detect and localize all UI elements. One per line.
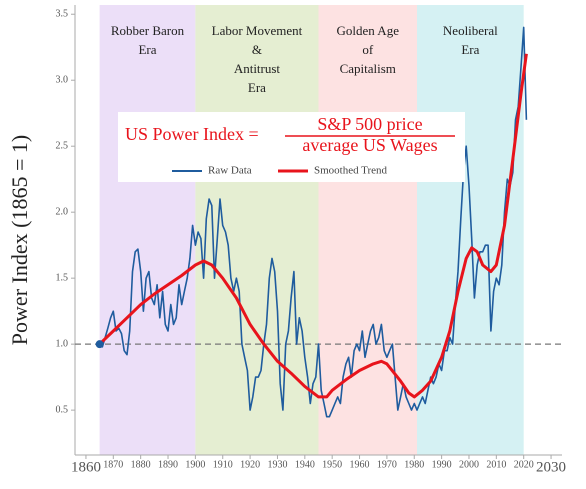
x-tick-label: 1970 [377,459,397,470]
y-tick-label: 1.5 [56,272,69,283]
era-label: Neoliberal [443,23,498,38]
x-tick-label: 1950 [322,459,342,470]
y-axis-label: Power Index (1865 = 1) [7,135,32,345]
x-tick-label: 1940 [295,459,315,470]
formula-numerator: S&P 500 price [317,114,422,134]
era-label: Capitalism [340,61,396,76]
era-label: Labor Movement [212,23,303,38]
x-tick-label: 2020 [514,459,534,470]
era-band [416,5,524,455]
plot-layer: 0.5 1.0 1.5 2.0 2.5 3.0 3.5 1860 1870 1880 1890 190… [56,5,566,475]
era-label: Era [461,42,479,57]
x-tick-label: 2000 [459,459,479,470]
series-line [98,53,528,399]
x-tick-label: 2030 [536,459,566,475]
start-point [95,340,104,349]
x-tick-label: 1920 [240,459,260,470]
legend-label: Raw Data [208,165,252,177]
x-tick-label: 1860 [71,459,101,475]
x-tick-label: 1980 [404,459,424,470]
y-tick-label: 3.5 [56,9,69,20]
era-label: Antitrust [234,61,281,76]
x-tick-label: 1910 [213,459,233,470]
x-tick-label: 1990 [432,459,452,470]
era-label: Era [248,80,266,95]
y-tick-label: 2.0 [56,206,69,217]
legend-label: Smoothed Trend [314,165,388,177]
x-tick-label: 1930 [267,459,287,470]
x-tick-label: 2010 [486,459,506,470]
era-label: & [252,42,262,57]
x-tick-label: 1880 [131,459,151,470]
x-tick-label: 1960 [350,459,370,470]
y-tick-label: 3.0 [56,75,69,86]
y-tick-label: 1.0 [56,338,69,349]
formula-lhs: US Power Index = [125,124,259,144]
era-label: Golden Age [337,23,400,38]
x-tick-label: 1890 [158,459,178,470]
formula-denominator: average US Wages [302,135,437,155]
x-tick-label: 1900 [185,459,205,470]
era-label: Robber Baron [111,23,185,38]
y-tick-label: 2.5 [56,140,69,151]
era-label: Era [138,42,156,57]
x-tick-label: 1870 [103,459,123,470]
y-tick-label: 0.5 [56,404,69,415]
era-label: of [362,42,374,57]
era-band [99,5,196,455]
